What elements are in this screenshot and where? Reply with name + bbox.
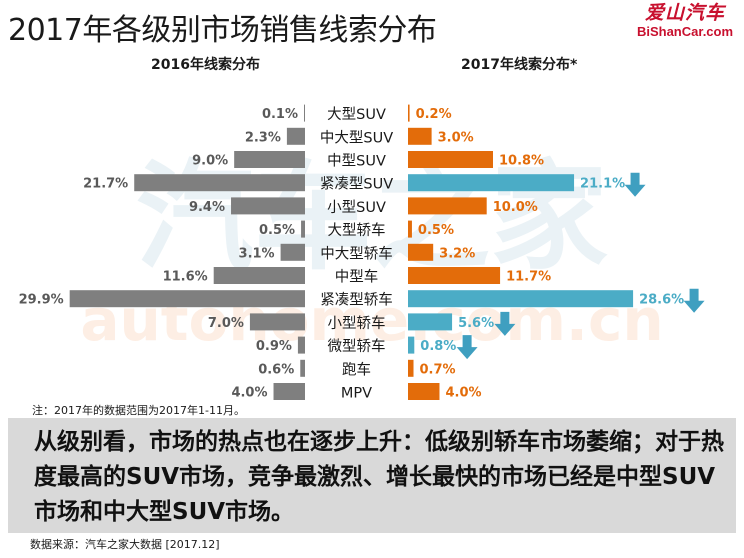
bar-2017 [408,151,493,168]
label-2016: 0.5% [259,223,295,238]
label-2017: 0.5% [418,223,454,238]
label-2017: 10.0% [493,200,538,215]
summary-callout: 从级别看，市场的热点也在逐步上升：低级别轿车市场萎缩；对于热度最高的SUV市场，… [8,418,736,533]
bar-2016 [300,359,305,377]
bar-2017 [408,127,432,145]
category-label: 小型SUV [327,199,386,216]
bar-2017 [408,290,634,308]
bar-2016 [273,383,305,400]
category-label: 大型SUV [327,106,386,123]
bar-2017 [408,359,414,377]
label-2016: 0.6% [258,362,294,377]
label-2016: 0.1% [262,107,298,122]
label-2017: 3.0% [438,130,474,145]
label-2016: 7.0% [208,316,244,331]
bar-2017 [408,243,434,261]
label-2017: 0.8% [420,339,456,354]
category-label: 大型轿车 [328,222,386,239]
category-label: 中型SUV [327,153,386,170]
category-label: MPV [341,386,372,401]
category-label: 小型轿车 [328,315,386,332]
bar-2017 [408,174,575,192]
bar-2017 [408,336,415,354]
label-2016: 2.3% [245,130,281,145]
left-series-header: 2016年线索分布 [151,57,260,73]
label-2016: 9.4% [189,200,225,215]
category-label: 中大型轿车 [320,245,393,262]
bar-2017 [408,383,440,400]
decline-arrow-icon [456,335,478,360]
bar-2016 [69,290,305,308]
category-label: 中型车 [335,269,379,286]
bar-2016 [231,197,305,215]
category-label: 微型轿车 [328,338,386,355]
label-2016: 11.6% [163,270,208,285]
bar-2016 [213,267,305,284]
bar-2017 [408,267,501,284]
category-label: 跑车 [342,361,371,378]
label-2016: 0.9% [256,339,292,354]
footnote: 注：2017年的数据范围为2017年1-11月。 [32,404,245,417]
bar-2016 [297,336,305,354]
label-2016: 21.7% [83,177,128,192]
decline-arrow-icon [624,172,646,197]
bar-2016 [249,313,305,331]
label-2017: 3.2% [439,246,475,261]
label-2017: 28.6% [639,293,684,308]
right-series-header: 2017年线索分布* [461,57,578,73]
bar-2017 [408,197,487,215]
label-2017: 21.1% [580,177,625,192]
category-label: 紧凑型SUV [320,176,393,193]
bar-2016 [134,174,305,192]
data-source: 数据来源：汽车之家大数据 [2017.12] [30,538,220,551]
label-2016: 4.0% [231,386,267,401]
label-2016: 29.9% [19,293,64,308]
bar-2017 [408,313,453,331]
label-2017: 11.7% [506,270,551,285]
bar-2016 [280,243,305,261]
logo-url: BiShanCar.com [636,24,734,39]
bar-2016 [301,220,305,238]
decline-arrow-icon [494,311,516,336]
label-2017: 10.8% [499,154,544,169]
bar-2017 [408,220,412,238]
label-2017: 0.2% [416,107,452,122]
bar-2016 [304,104,305,122]
label-2016: 9.0% [192,154,228,169]
logo-chinese: 爱山汽车 [644,2,725,24]
category-label: 紧凑型轿车 [320,292,393,309]
label-2017: 0.7% [420,362,456,377]
butterfly-chart: 0.1% 大型SUV 0.2% 2.3% 中大型SUV 3.0% 9.0% 中型SUV 10.8… [19,104,705,401]
label-2016: 3.1% [239,246,275,261]
bar-2017 [408,104,410,122]
bar-2016 [234,151,305,168]
category-label: 中大型SUV [320,129,393,146]
bar-2016 [286,127,305,145]
label-2017: 4.0% [445,386,481,401]
decline-arrow-icon [683,288,705,313]
label-2017: 5.6% [458,316,494,331]
site-logo: 爱山汽车 BiShanCar.com [628,2,742,44]
chart-title: 2017年各级别市场销售线索分布 [8,13,437,48]
